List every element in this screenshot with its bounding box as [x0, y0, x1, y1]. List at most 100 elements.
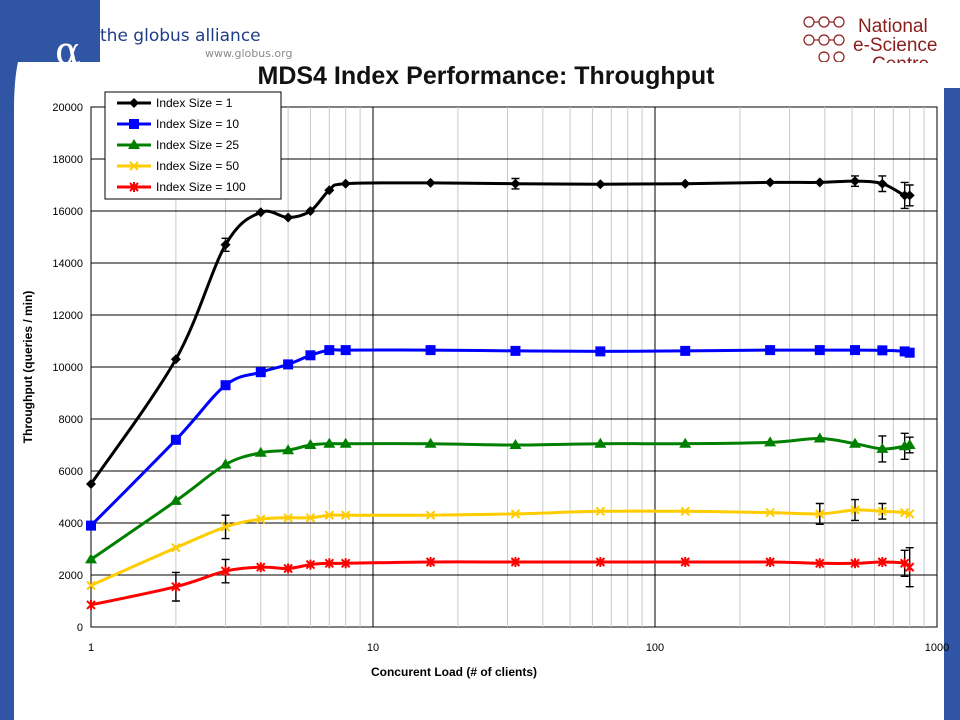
data-point	[595, 346, 606, 357]
data-point	[256, 562, 266, 573]
series-1	[86, 175, 915, 489]
data-point	[510, 178, 521, 189]
data-point	[86, 520, 96, 531]
data-point	[282, 444, 295, 455]
data-point	[85, 553, 97, 564]
data-point	[305, 513, 316, 523]
data-point	[86, 599, 96, 610]
data-point	[323, 437, 336, 448]
data-point	[765, 345, 776, 356]
data-point	[255, 207, 266, 218]
data-point	[283, 563, 293, 574]
legend-item: Index Size = 10	[117, 117, 239, 131]
data-point	[340, 558, 351, 569]
y-tick-label: 0	[77, 622, 83, 634]
y-tick-label: 20000	[52, 102, 83, 114]
data-point	[283, 359, 294, 370]
x-tick-label: 10	[367, 642, 379, 654]
legend-item: Index Size = 1	[117, 96, 233, 110]
data-point	[424, 437, 437, 448]
data-point	[220, 522, 231, 532]
data-point	[904, 347, 915, 358]
data-point	[815, 509, 825, 519]
data-point	[595, 179, 606, 190]
partner-name-line3: Centre	[872, 54, 929, 63]
data-point	[255, 367, 266, 378]
y-tick-label: 12000	[52, 310, 83, 322]
data-point	[764, 436, 777, 447]
y-tick-label: 14000	[52, 258, 83, 270]
nesc-logo-icon	[803, 16, 845, 63]
legend-label: Index Size = 50	[156, 159, 239, 173]
data-point	[849, 437, 862, 448]
data-point	[220, 239, 231, 250]
data-point	[904, 190, 915, 201]
data-point	[169, 494, 182, 505]
data-point	[509, 439, 522, 449]
data-point	[86, 580, 96, 591]
data-point	[510, 557, 521, 567]
partner-name-line2: e-Science	[853, 35, 938, 56]
y-tick-label: 18000	[52, 154, 83, 166]
data-point	[324, 345, 335, 356]
data-point	[813, 432, 826, 443]
data-point	[305, 559, 316, 570]
data-point	[340, 345, 351, 356]
data-point	[680, 506, 690, 517]
legend-item: Index Size = 50	[117, 159, 239, 173]
brand-name: the globus alliance	[100, 26, 261, 46]
data-point	[340, 510, 351, 520]
slide-sidebar-decoration	[0, 0, 100, 720]
data-point	[765, 177, 776, 188]
data-point	[595, 557, 606, 567]
data-point	[339, 437, 352, 448]
data-point	[304, 439, 317, 449]
series-4	[86, 498, 915, 591]
legend-label: Index Size = 1	[156, 96, 233, 110]
data-point	[171, 542, 181, 553]
data-point	[340, 178, 351, 189]
legend-swatch-marker	[129, 98, 139, 108]
data-point	[324, 558, 335, 569]
legend-swatch-marker	[129, 161, 139, 171]
slide-right-bar	[944, 88, 960, 720]
data-point	[765, 557, 775, 567]
data-point	[877, 557, 888, 567]
data-point	[283, 212, 294, 223]
data-point	[877, 506, 888, 517]
data-point	[170, 434, 181, 445]
legend-swatch-marker	[129, 182, 139, 192]
x-tick-label: 1000	[925, 642, 949, 654]
data-point	[815, 558, 825, 569]
brand-url: www.globus.org	[205, 47, 293, 60]
data-point	[220, 380, 231, 391]
legend-swatch-marker	[129, 119, 139, 129]
y-tick-label: 2000	[59, 570, 83, 582]
data-point	[425, 345, 436, 356]
data-point	[170, 354, 181, 365]
y-tick-label: 10000	[52, 362, 83, 374]
data-point	[876, 442, 889, 453]
data-point	[425, 177, 436, 188]
legend-item: Index Size = 100	[117, 180, 246, 194]
x-axis-label: Concurent Load (# of clients)	[371, 665, 537, 679]
data-point	[324, 185, 335, 196]
y-axis-label: Throughput (queries / min)	[21, 291, 35, 444]
data-point	[510, 345, 521, 356]
data-point	[510, 509, 521, 519]
data-point	[679, 437, 692, 448]
data-point	[305, 206, 316, 216]
legend-label: Index Size = 10	[156, 117, 239, 131]
data-point	[877, 345, 888, 356]
x-tick-label: 100	[646, 642, 664, 654]
data-point	[171, 581, 181, 592]
legend-label: Index Size = 25	[156, 138, 239, 152]
y-tick-label: 8000	[59, 414, 83, 426]
data-point	[814, 345, 825, 356]
series-3	[85, 432, 916, 564]
data-point	[765, 507, 775, 518]
data-point	[903, 439, 916, 449]
data-point	[254, 446, 267, 457]
data-point	[219, 458, 232, 469]
data-point	[256, 514, 266, 524]
